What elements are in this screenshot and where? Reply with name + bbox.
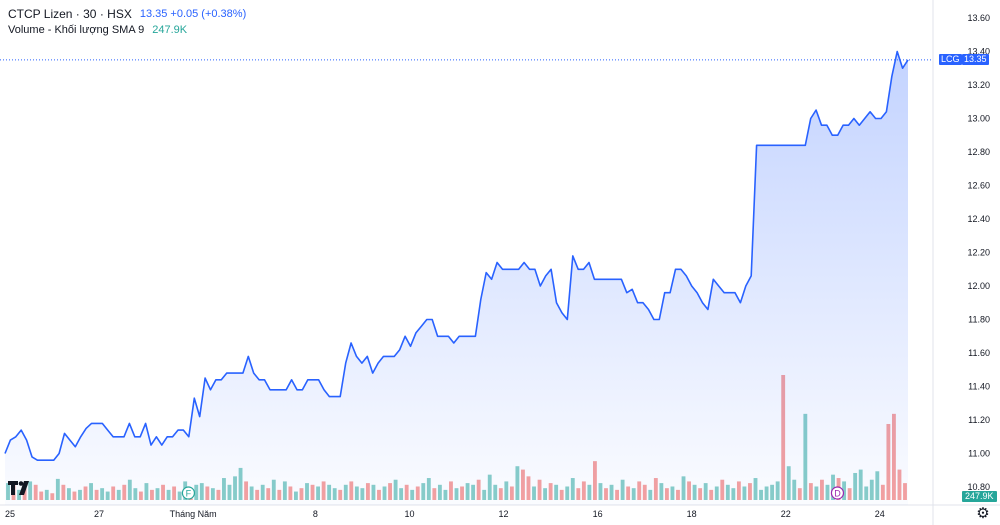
symbol-title[interactable]: CTCP Lizen · 30 · HSX (8, 7, 132, 21)
x-tick-label: 12 (499, 509, 509, 519)
event-marker (181, 486, 196, 500)
x-tick-label: 18 (687, 509, 697, 519)
x-tick-label: 27 (94, 509, 104, 519)
x-tick-label: 25 (5, 509, 15, 519)
x-tick-label: 8 (313, 509, 318, 519)
y-tick-label: 13.20 (967, 80, 990, 90)
price-area-fill (5, 51, 908, 505)
y-tick-label: 10.80 (967, 482, 990, 492)
y-tick-label: 13.00 (967, 114, 990, 124)
y-tick-label: 13.40 (967, 47, 990, 57)
y-tick-label: 13.60 (967, 13, 990, 23)
tradingview-logo-icon[interactable] (8, 481, 32, 495)
price-line (4, 50, 909, 461)
volume-tag: 247.9K (962, 491, 997, 502)
y-tick-label: 11.20 (968, 415, 990, 425)
gear-icon[interactable]: ⚙ (976, 504, 990, 522)
price-change: 13.35 +0.05 (+0.38%) (139, 8, 247, 20)
x-tick-label: 24 (875, 509, 885, 519)
y-axis: 10.80 11.00 11.20 11.40 11.60 11.80 12.00 12.20… (967, 13, 990, 492)
ticker-tag: LCG (939, 53, 962, 65)
y-tick-label: 12.00 (967, 281, 990, 291)
volume-value: 247.9K (152, 24, 188, 36)
y-tick-label: 11.60 (968, 348, 990, 358)
y-tick-label: 12.60 (967, 181, 990, 191)
price-area (0, 50, 933, 505)
y-tick-label: 12.40 (967, 214, 990, 224)
x-tick-label: 16 (593, 509, 603, 519)
x-tick-label: 22 (781, 509, 791, 519)
y-tick-label: 11.40 (968, 382, 990, 392)
volume-label[interactable]: Volume - Khối lượng SMA 9 (8, 24, 145, 36)
x-tick-label: 10 (404, 509, 414, 519)
event-marker-label: D (834, 489, 841, 499)
event-marker (830, 486, 845, 500)
current-price-tag: 13.35 (962, 53, 989, 65)
y-tick-label: 12.20 (967, 248, 990, 258)
y-tick-label: 11.80 (968, 315, 990, 325)
chart-legend: CTCP Lizen · 30 · HSX 13.35 +0.05 (+0.38… (8, 6, 246, 38)
x-tick-label: Tháng Năm (170, 509, 217, 519)
x-axis: 25 27 Tháng Năm 8 10 12 16 18 22 24 (5, 509, 885, 519)
y-tick-label: 12.80 (967, 147, 990, 157)
event-marker-label: F (186, 489, 192, 499)
y-tick-label: 11.00 (968, 449, 990, 459)
